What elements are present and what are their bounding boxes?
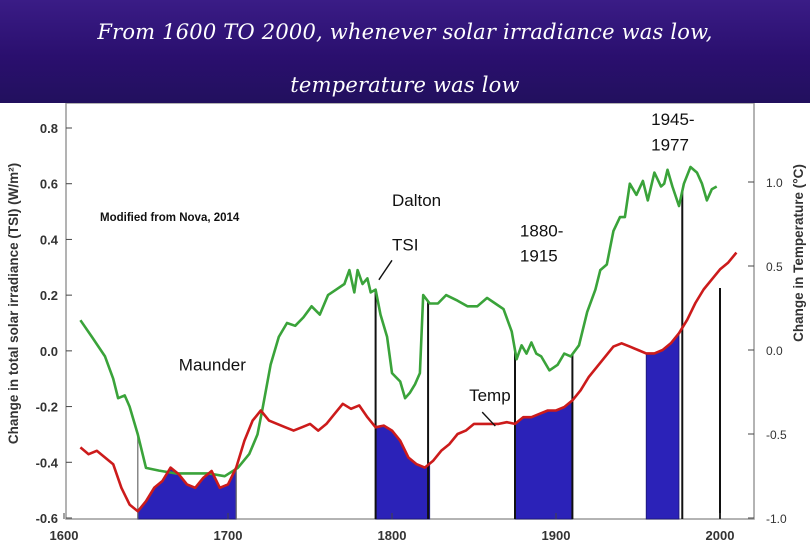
annotation-dalton: Dalton bbox=[392, 191, 441, 210]
left-tick-label: -0.2 bbox=[36, 400, 58, 415]
x-tick-label: 2000 bbox=[706, 528, 735, 540]
left-tick-label: -0.4 bbox=[36, 455, 59, 470]
tsi-callout-pointer bbox=[378, 259, 393, 281]
annotation-1915: 1915 bbox=[520, 247, 558, 266]
plot-frame bbox=[65, 103, 755, 520]
right-tick-label: -0.5 bbox=[766, 428, 787, 442]
annotation-tsi: TSI bbox=[392, 236, 418, 255]
left-tick-label: 0.2 bbox=[40, 288, 58, 303]
series-line-temp bbox=[79, 251, 738, 513]
left-tick-label: 0.4 bbox=[40, 232, 59, 247]
slide-title-line-1: From 1600 TO 2000, whenever solar irradi… bbox=[97, 20, 713, 44]
tsi-temperature-chart: 0.8 0.6 0.4 0.2 0.0 -0.2 -0.4 -0.6 1.5 1.0 0.5 0.0 -… bbox=[6, 103, 806, 540]
right-tick-label: -1.0 bbox=[766, 512, 787, 526]
left-tick-label: 0.0 bbox=[40, 344, 58, 359]
temp-callout-pointer bbox=[481, 411, 496, 427]
annotation-1880: 1880- bbox=[520, 222, 563, 241]
annotation-1977: 1977 bbox=[651, 135, 689, 154]
series-line-tsi bbox=[79, 165, 718, 478]
annotation-1945: 1945- bbox=[651, 110, 694, 129]
right-tick-label: 0.0 bbox=[766, 344, 783, 358]
right-axis-title: Change in Temperature (°C) bbox=[791, 164, 806, 342]
right-tick-label: 0.5 bbox=[766, 260, 783, 274]
slide-title-line-2: temperature was low bbox=[290, 73, 520, 97]
source-note: Modified from Nova, 2014 bbox=[100, 212, 240, 224]
x-tick-label: 1800 bbox=[378, 528, 407, 540]
x-tick-label: 1900 bbox=[542, 528, 571, 540]
title-banner: From 1600 TO 2000, whenever solar irradi… bbox=[0, 0, 810, 103]
right-tick-label: 1.0 bbox=[766, 176, 783, 190]
x-tick-label: 1700 bbox=[214, 528, 243, 540]
annotation-maunder: Maunder bbox=[179, 355, 246, 374]
left-axis-title: Change in total solar irradiance (TSI) (… bbox=[6, 163, 21, 444]
left-tick-label: -0.6 bbox=[36, 511, 58, 526]
right-tick-label: 1.5 bbox=[766, 103, 783, 106]
left-tick-label: 0.8 bbox=[40, 121, 58, 136]
x-tick-label: 1600 bbox=[50, 528, 79, 540]
minimum-shaded-area-4 bbox=[645, 332, 680, 520]
annotation-temp: Temp bbox=[469, 386, 511, 405]
left-tick-label: 0.6 bbox=[40, 177, 58, 192]
